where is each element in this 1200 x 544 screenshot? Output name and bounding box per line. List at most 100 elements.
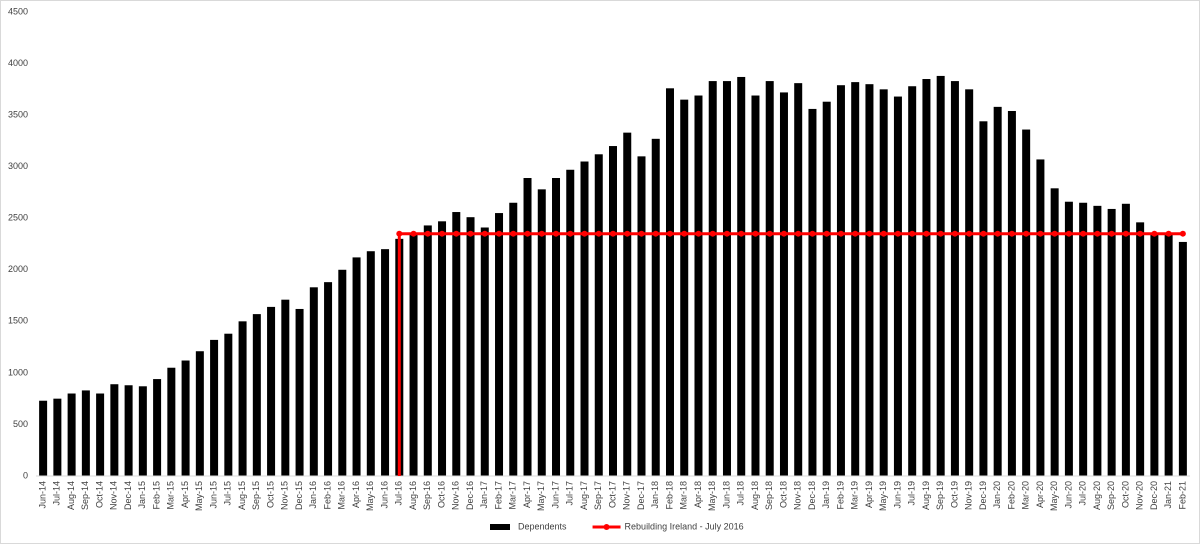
x-tick-label: Feb-19 <box>835 481 845 510</box>
bar <box>651 138 660 476</box>
x-tick-label: Feb-21 <box>1177 481 1187 510</box>
y-tick-label: 3000 <box>8 161 28 171</box>
line-marker <box>1037 230 1044 237</box>
x-tick-label: Aug-18 <box>750 481 760 510</box>
y-tick-label: 3500 <box>8 109 28 119</box>
x-tick-label: Oct-18 <box>778 481 788 508</box>
bar <box>267 306 276 476</box>
line-marker <box>410 230 417 237</box>
y-tick-label: 2000 <box>8 264 28 274</box>
x-tick-label: Apr-17 <box>522 481 532 508</box>
line-marker <box>780 230 787 237</box>
x-tick-label: Sep-17 <box>593 481 603 510</box>
x-tick-label: Apr-18 <box>693 481 703 508</box>
bar <box>751 95 760 477</box>
bar <box>979 121 988 476</box>
line-marker <box>795 230 802 237</box>
line-marker <box>610 230 616 237</box>
bar <box>381 249 390 476</box>
y-tick-label: 2500 <box>8 213 28 223</box>
bar <box>552 178 561 476</box>
x-tick-label: Mar-15 <box>166 481 176 510</box>
bar <box>836 85 845 476</box>
y-tick-label: 1500 <box>8 316 28 326</box>
x-tick-label: Mar-16 <box>337 481 347 510</box>
x-tick-label: Sep-15 <box>251 481 261 510</box>
x-tick-label: Sep-20 <box>1106 481 1116 510</box>
x-tick-label: Jul-18 <box>736 481 746 506</box>
line-marker <box>453 230 460 237</box>
x-tick-label: Aug-17 <box>579 481 589 510</box>
bar <box>338 269 347 476</box>
line-marker <box>624 230 631 237</box>
bar <box>96 393 105 476</box>
line-marker <box>1008 230 1015 237</box>
x-tick-label: Feb-16 <box>322 481 332 510</box>
line-marker <box>1023 230 1030 237</box>
x-tick-label: Sep-18 <box>764 481 774 510</box>
x-tick-label: Nov-16 <box>451 481 461 510</box>
x-tick-label: Jan-20 <box>992 481 1002 509</box>
bar <box>609 146 617 477</box>
bar <box>993 106 1002 477</box>
x-tick-label: Jun-18 <box>721 481 731 509</box>
line-marker <box>823 230 830 237</box>
bar <box>822 101 831 476</box>
line-marker <box>496 230 503 237</box>
x-tick-label: Oct-15 <box>265 481 275 508</box>
x-tick-label: May-15 <box>194 481 204 511</box>
x-tick-label: Jul-17 <box>565 481 575 506</box>
y-tick-label: 500 <box>13 419 28 429</box>
bar <box>409 232 418 476</box>
line-marker <box>766 230 773 237</box>
bar <box>694 95 703 477</box>
bar <box>1136 222 1145 476</box>
bar <box>210 339 219 476</box>
bar <box>81 390 90 476</box>
bar <box>281 299 290 476</box>
x-tick-label: Jan-21 <box>1163 481 1173 509</box>
bar <box>224 333 233 476</box>
x-tick-label: May-19 <box>878 481 888 511</box>
bar <box>808 108 817 477</box>
x-tick-label: Nov-18 <box>793 481 803 510</box>
x-tick-label: Jan-16 <box>308 481 318 509</box>
x-tick-label: Jul-19 <box>907 481 917 506</box>
bar <box>594 154 603 476</box>
bar <box>423 225 432 476</box>
x-tick-label: May-17 <box>536 481 546 511</box>
bar <box>1050 188 1059 476</box>
x-tick-label: Jun-17 <box>550 481 560 509</box>
x-tick-label: Feb-17 <box>493 481 503 510</box>
x-tick-label: Nov-17 <box>622 481 632 510</box>
line-marker <box>837 230 844 237</box>
x-tick-label: Jun-16 <box>379 481 389 509</box>
line-marker <box>467 230 474 237</box>
bar <box>53 398 62 476</box>
bar <box>1150 234 1159 476</box>
bar <box>665 88 674 477</box>
x-tick-label: Sep-14 <box>80 481 90 510</box>
line-marker <box>638 230 645 237</box>
bar <box>110 384 119 476</box>
x-tick-label: Dec-17 <box>636 481 646 510</box>
bar <box>879 89 888 476</box>
x-tick-label: May-16 <box>365 481 375 511</box>
bar <box>295 308 304 476</box>
line-marker <box>709 230 716 237</box>
bar <box>566 169 575 476</box>
x-tick-label: Jun-19 <box>892 481 902 509</box>
x-tick-label: Oct-16 <box>436 481 446 508</box>
x-tick-label: May-20 <box>1049 481 1059 511</box>
line-marker <box>752 230 759 237</box>
x-tick-label: Nov-20 <box>1135 481 1145 510</box>
line-marker <box>738 230 745 237</box>
x-tick-label: Jul-15 <box>223 481 233 506</box>
line-marker <box>481 230 488 237</box>
x-tick-label: Apr-16 <box>351 481 361 508</box>
line-marker <box>909 230 916 237</box>
bar <box>794 83 803 476</box>
bar <box>195 351 204 476</box>
x-tick-label: May-18 <box>707 481 717 511</box>
bar <box>238 321 247 476</box>
